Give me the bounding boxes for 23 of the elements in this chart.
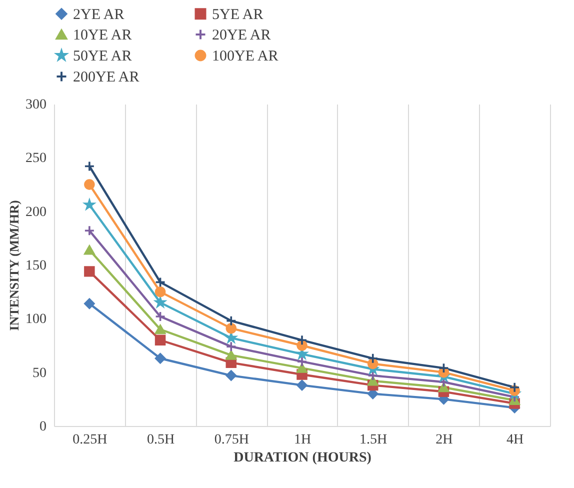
y-tick-label: 0 bbox=[40, 420, 46, 434]
y-tick-label: 150 bbox=[26, 258, 46, 274]
y-tick-label: 200 bbox=[26, 204, 46, 220]
x-tick-label: 0.75H bbox=[214, 432, 249, 448]
legend-label: 200YE AR bbox=[73, 70, 140, 86]
x-axis-title: DURATION (HOURS) bbox=[234, 450, 372, 466]
legend-label: 20YE AR bbox=[212, 28, 271, 44]
y-tick-label: 300 bbox=[26, 98, 46, 112]
x-tick-label: 1.5H bbox=[360, 432, 388, 448]
legend-label: 50YE AR bbox=[73, 48, 132, 64]
legend-label: 100YE AR bbox=[212, 48, 278, 64]
x-tick-label: 2H bbox=[436, 432, 453, 448]
y-axis-title: INTENSITY (MM/HR) bbox=[6, 200, 22, 331]
legend-label: 2YE AR bbox=[73, 6, 124, 23]
x-tick-label: 0.5H bbox=[146, 432, 175, 448]
legend-label: 10YE AR bbox=[73, 28, 132, 44]
legend-label: 5YE AR bbox=[212, 6, 264, 23]
x-tick-label: 1H bbox=[294, 432, 312, 448]
y-tick-label: 50 bbox=[32, 366, 46, 381]
x-tick-label: 4H bbox=[506, 432, 524, 448]
x-tick-label: 0.25H bbox=[72, 432, 108, 448]
y-tick-label: 100 bbox=[26, 312, 46, 328]
y-tick-label: 250 bbox=[26, 151, 46, 166]
